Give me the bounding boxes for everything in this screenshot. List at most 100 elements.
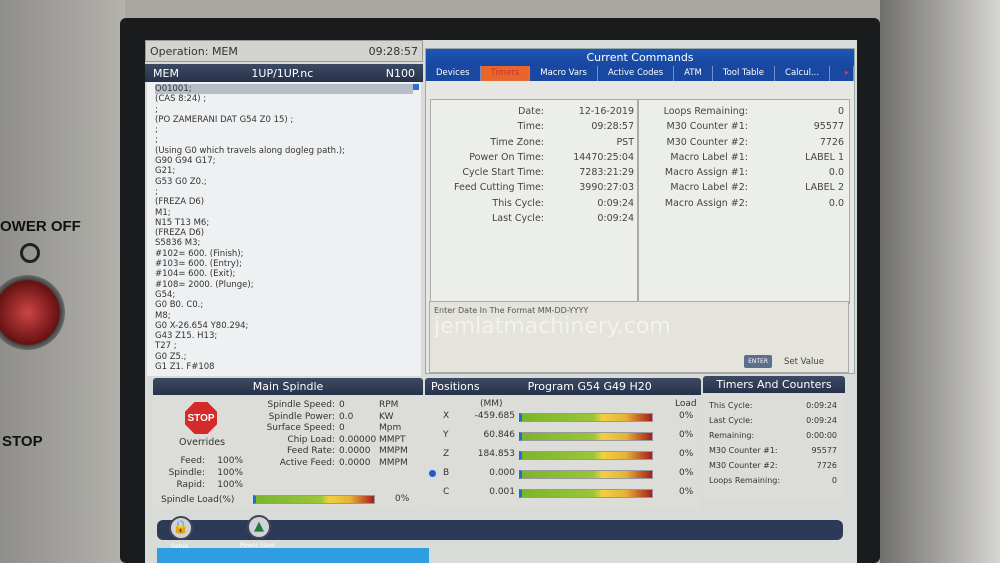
row-label: This Cycle: [492,197,544,209]
tab-devices[interactable]: Devices [426,66,481,81]
program-line[interactable]: (FREZA D6) [155,228,205,239]
stop-sign-icon[interactable]: STOP [185,402,217,434]
spindle-stat-row: Feed Rate: 0.0000 MMPM [253,446,418,458]
overrides-label: Overrides [179,437,226,448]
timer-row: Feed: 100% [161,455,243,467]
power-off-button[interactable] [0,275,65,350]
program-line[interactable]: G54; [155,289,176,300]
timers-counters-panel: Timers And Counters This Cycle: 0:09:24 La… [703,376,845,500]
timer-row: Feed Cutting Time: 3990:27:03 [434,180,634,195]
tab-atm[interactable]: ATM [674,66,713,81]
tab-calcul[interactable]: Calcul... [775,66,831,81]
timer-row: Macro Label #2: LABEL 2 [648,180,844,195]
timer-row: Remaining: 0:00:00 [709,428,837,443]
program-line[interactable]: #108= 2000. (Plunge); [155,279,254,290]
program-line[interactable]: G0 Z5.; [155,351,187,362]
row-label: This Cycle: [709,401,753,410]
timer-row: Macro Label #1: LABEL 1 [648,150,844,165]
timer-row: M30 Counter #1: 95577 [709,443,837,458]
scrollbar-thumb[interactable] [413,84,419,90]
timer-row: Rapid: 100% [161,479,243,491]
program-line[interactable]: ; [155,104,158,115]
row-label: Macro Label #1: [670,151,748,163]
axis-label: C [443,487,450,497]
stat-label: Surface Speed: [266,423,335,433]
axis-load: 0% [679,449,694,459]
timer-row: Loops Remaining: 0 [648,104,844,119]
row-value: 7726 [816,461,837,470]
power-save-tree-icon[interactable]: ▲ [247,515,271,539]
row-label: Macro Assign #2: [664,197,748,209]
program-line[interactable]: G0 B0. C0.; [155,300,204,311]
tab-timers[interactable]: Timers [480,66,531,81]
program-line[interactable]: G90 G94 G17; [155,156,216,167]
tab-macro-vars[interactable]: Macro Vars [530,66,598,81]
timer-row: M30 Counter #1: 95577 [648,119,845,134]
row-label: Date: [518,106,544,117]
program-header: MEM 1UP/1UP.nc N100 [145,64,423,82]
setup-lock-icon[interactable]: 🔒 [169,516,193,540]
timers-left: Date: 12-16-2019 Time: 09:28:57 Time Zone: PS… [434,104,634,226]
row-value: LABEL 1 [805,151,844,163]
tab-scroll-right-icon[interactable]: ▸ [841,66,854,81]
axis-load: 0% [679,430,694,440]
stat-unit: RPM [379,400,399,410]
program-line[interactable]: G53 G0 Z0.; [155,176,207,187]
row-value: 7283:21:29 [579,167,634,179]
row-value: 0:09:24 [597,213,634,225]
stat-unit: KW [379,411,394,422]
program-line[interactable]: G43 Z15. H13; [155,331,218,342]
program-line[interactable]: M8; [155,310,171,321]
program-line[interactable]: G1 Z1. F#108 [155,362,215,373]
program-line[interactable]: M1; [155,207,171,218]
stat-label: Chip Load: [287,434,335,445]
program-line[interactable]: (CAS 8:24) ; [155,94,207,105]
stat-unit: MMPM [379,457,408,468]
tab-active-codes[interactable]: Active Codes [598,66,675,81]
program-line[interactable]: #103= 600. (Entry); [155,259,242,270]
tab-tool-table[interactable]: Tool Table [713,66,776,81]
axis-label: Z [443,449,450,459]
timer-row: Spindle: 100% [161,467,243,479]
program-line[interactable]: G0 X-26.654 Y80.294; [155,320,249,331]
stat-label: Feed Rate: [286,446,335,456]
row-label: Remaining: [709,431,755,440]
stat-label: Spindle Speed: [267,400,336,410]
row-value: 0 [837,106,844,117]
spindle-stats: Spindle Speed: 0 RPM Spindle Power: 0.0 KW Sur… [253,400,418,469]
program-line[interactable]: N15 T13 M6; [155,217,210,228]
power-off-label: OWER OFF [0,218,81,235]
axis-load: 0% [679,487,694,497]
spindle-load-value: 0% [395,494,410,504]
row-label: Time Zone: [490,136,544,148]
power-off-indicator-icon [20,243,40,263]
row-label: Rapid: [176,480,205,490]
row-label: M30 Counter #1: [709,446,778,455]
bottom-bar [157,520,843,540]
program-line[interactable]: (Using G0 which travels along dogleg pat… [155,145,345,156]
program-line[interactable]: T27 ; [155,341,177,352]
row-label: M30 Counter #2: [666,136,749,148]
program-line[interactable]: ; [155,125,158,136]
program-line[interactable]: ; [155,135,158,146]
input-area[interactable]: Enter Date In The Format MM-DD-YYYY jeml… [429,301,849,373]
program-line[interactable]: (FREZA D6) [155,197,205,208]
program-line[interactable]: G21; [155,166,176,177]
axis-position: 0.000 [489,468,515,478]
timer-row: M30 Counter #2: 7726 [648,135,845,150]
stat-value: 0.0000 [339,457,371,468]
row-value: 7726 [819,136,844,148]
machine-control-panel: OWER OFF STOP [0,0,125,563]
timer-row: Cycle Start Time: 7283:21:29 [434,165,634,180]
program-line[interactable]: S5836 M3; [155,238,201,249]
program-line[interactable]: #104= 600. (Exit); [155,269,236,280]
clock: 09:28:57 [368,44,418,58]
program-line[interactable]: O01001; [155,84,413,95]
axis-row-z: Z 184.853 0% [425,449,701,463]
program-line[interactable]: #102= 600. (Finish); [155,248,244,259]
row-label: Time: [517,121,544,133]
program-editor[interactable]: O01001; (CAS 8:24) ;; (PO ZAMERANI DAT G54… [147,82,421,376]
program-line[interactable]: ; [155,186,158,197]
stat-label: Spindle Power: [268,411,335,422]
program-line[interactable]: (PO ZAMERANI DAT G54 Z0 15) ; [155,114,294,125]
